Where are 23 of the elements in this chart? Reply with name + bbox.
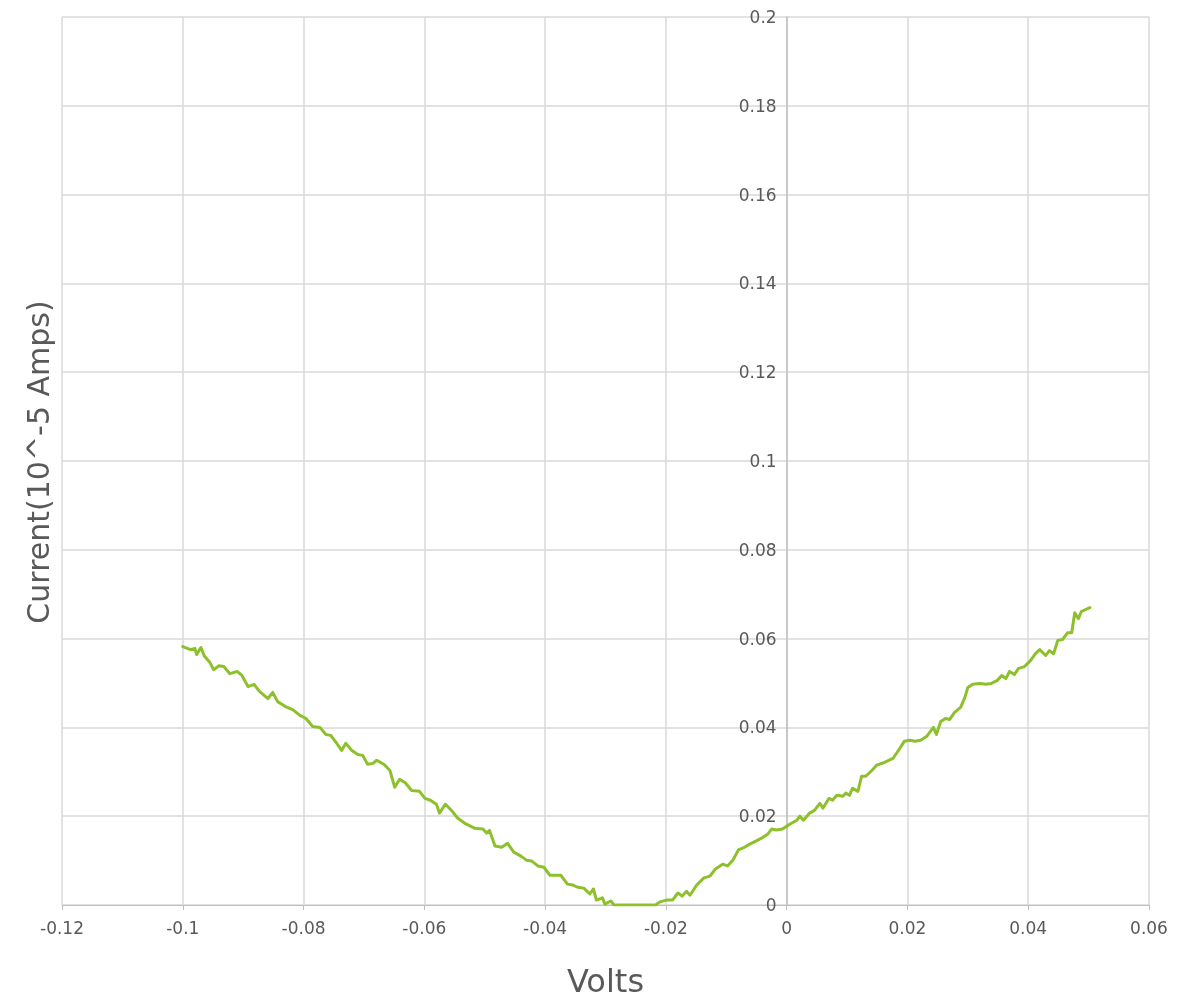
x-tick-label: 0.02 [888,917,927,938]
y-tick-label: 0.14 [738,273,777,294]
x-tick-label: -0.06 [402,917,447,938]
x-tick-label: -0.04 [523,917,568,938]
x-tick-label: 0.04 [1009,917,1048,938]
x-tick-label: 0.06 [1130,917,1168,938]
x-tick-label: -0.12 [40,917,84,938]
x-tick-label: -0.02 [643,917,688,938]
y-tick-label: 0.06 [738,628,777,649]
y-tick-label: 0.2 [749,7,777,27]
x-axis-title: Volts [566,962,645,1000]
y-tick-label: 0.08 [738,539,777,560]
y-tick-label: 0 [765,895,777,915]
y-tick-label: 0.1 [749,451,777,471]
y-tick-label: 0.12 [738,362,777,383]
y-tick-label: 0.04 [738,717,777,738]
y-tick-label: 0.02 [738,806,777,827]
y-tick-label: 0.16 [738,184,777,205]
x-tick-label: -0.1 [166,917,200,938]
x-tick-label: -0.08 [281,917,326,938]
x-tick-label: 0 [781,917,793,938]
y-tick-label: 0.18 [738,95,777,116]
y-axis-title: Current(10^-5 Amps) [20,300,56,624]
